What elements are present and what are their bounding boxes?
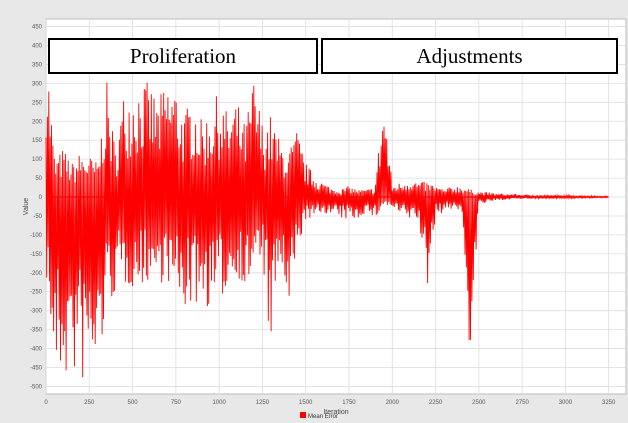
y-tick-label: 350 [32, 62, 43, 68]
legend-label: Mean Error [308, 414, 338, 420]
y-tick-label: -200 [30, 271, 43, 277]
y-tick-label: 50 [35, 176, 42, 182]
x-tick-label: 2750 [515, 400, 529, 406]
y-tick-label: -450 [30, 365, 43, 371]
y-tick-label: 400 [32, 44, 43, 50]
y-tick-label: 200 [32, 119, 43, 125]
x-tick-label: 3250 [602, 400, 616, 406]
adjustments-label: Adjustments [321, 38, 618, 74]
x-tick-label: 500 [128, 400, 139, 406]
legend-swatch [300, 412, 306, 418]
y-tick-label: -100 [30, 233, 43, 239]
y-tick-label: -350 [30, 328, 43, 334]
legend: Mean Error [300, 412, 338, 420]
y-tick-label: 450 [32, 25, 43, 31]
y-tick-label: -50 [33, 214, 42, 220]
y-axis-label: Value [23, 198, 30, 215]
x-axis-label: Iteration [323, 409, 348, 416]
y-tick-label: 150 [32, 138, 43, 144]
y-tick-label: -300 [30, 309, 43, 315]
x-tick-label: 1500 [299, 400, 313, 406]
x-tick-label: 0 [44, 400, 48, 406]
x-tick-label: 2250 [429, 400, 443, 406]
y-tick-label: -400 [30, 347, 43, 353]
x-tick-label: 2500 [472, 400, 486, 406]
x-tick-label: 1250 [256, 400, 270, 406]
y-tick-label: 250 [32, 100, 43, 106]
x-tick-label: 750 [171, 400, 182, 406]
y-tick-label: 300 [32, 81, 43, 87]
x-tick-label: 250 [84, 400, 95, 406]
x-tick-label: 1750 [342, 400, 356, 406]
y-tick-label: -250 [30, 290, 43, 296]
y-tick-label: -500 [30, 384, 43, 390]
y-tick-label: -150 [30, 252, 43, 258]
y-tick-label: 0 [39, 195, 43, 201]
x-tick-label: 1000 [212, 400, 226, 406]
y-tick-label: 100 [32, 157, 43, 163]
x-tick-label: 2000 [386, 400, 400, 406]
x-tick-label: 3000 [559, 400, 573, 406]
proliferation-label: Proliferation [48, 38, 318, 74]
